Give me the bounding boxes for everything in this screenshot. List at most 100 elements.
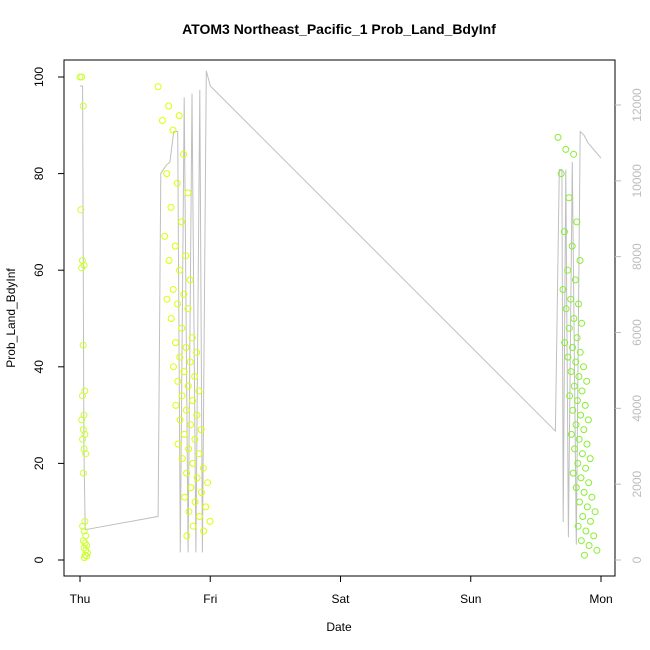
- y2-tick-label: 4000: [630, 395, 644, 422]
- data-point: [193, 348, 201, 356]
- data-point: [180, 150, 187, 158]
- data-point: [581, 401, 589, 409]
- data-point: [161, 232, 169, 240]
- data-point: [178, 218, 185, 226]
- data-point: [189, 522, 197, 530]
- data-point: [576, 348, 584, 356]
- data-point: [171, 242, 179, 250]
- data-point: [571, 445, 579, 453]
- data-point: [569, 469, 577, 477]
- data-point: [182, 344, 190, 351]
- data-point: [588, 493, 596, 501]
- data-point: [569, 344, 576, 351]
- data-point: [590, 532, 598, 540]
- data-point: [185, 445, 193, 453]
- data-point: [570, 315, 578, 322]
- y-tick-label: 0: [32, 556, 46, 563]
- data-point: [572, 358, 580, 366]
- data-point: [565, 194, 573, 202]
- data-point: [564, 266, 572, 274]
- data-point: [79, 426, 87, 434]
- data-point: [189, 397, 197, 405]
- data-point: [181, 493, 189, 501]
- data-point: [567, 368, 575, 376]
- data-point: [79, 392, 86, 400]
- data-point: [567, 430, 575, 438]
- data-point: [580, 488, 588, 496]
- data-point: [80, 527, 88, 535]
- data-point: [78, 73, 86, 81]
- data-point: [573, 334, 581, 342]
- data-point: [562, 145, 570, 153]
- y2-tick-label: 8000: [630, 243, 644, 270]
- data-point: [576, 257, 584, 264]
- y2-tick-label: 2000: [630, 470, 644, 497]
- data-point: [183, 469, 191, 477]
- data-point: [578, 387, 586, 395]
- y-axis-label: Prob_Land_BdyInf: [4, 268, 18, 368]
- y2-tick-label: 6000: [630, 319, 644, 346]
- data-point: [567, 295, 575, 303]
- data-point: [187, 421, 195, 429]
- plot-border: [63, 59, 616, 577]
- data-point: [82, 450, 90, 458]
- data-point: [174, 300, 181, 308]
- data-point: [582, 527, 590, 535]
- data-point: [83, 549, 91, 557]
- data-point: [80, 554, 88, 562]
- data-point: [172, 401, 180, 409]
- y-tick-label: 100: [32, 67, 46, 87]
- data-point: [576, 498, 583, 506]
- data-point: [173, 179, 181, 187]
- data-point: [195, 513, 203, 520]
- data-point: [186, 358, 194, 366]
- line-layer: [80, 70, 602, 553]
- data-point: [80, 261, 88, 269]
- data-point: [562, 305, 570, 313]
- data-point: [581, 551, 588, 559]
- data-point: [573, 397, 581, 405]
- data-point: [189, 459, 197, 467]
- data-point: [199, 464, 207, 472]
- data-point: [561, 339, 569, 347]
- data-point: [188, 334, 196, 342]
- data-point: [167, 315, 175, 322]
- data-point: [204, 479, 212, 487]
- data-point: [178, 392, 186, 400]
- data-point: [180, 368, 188, 376]
- data-point: [165, 102, 173, 110]
- data-point: [184, 382, 192, 390]
- data-point: [575, 373, 583, 380]
- data-point: [579, 513, 587, 520]
- x-tick-label: Fri: [203, 592, 217, 606]
- data-point: [175, 112, 183, 120]
- data-point: [178, 324, 186, 332]
- y-tick-label: 60: [32, 263, 46, 277]
- data-point: [580, 426, 588, 434]
- data-point: [582, 464, 590, 472]
- data-point: [191, 435, 199, 443]
- data-point: [193, 474, 201, 482]
- axes-layer: Thu Fri Sat Sun Mon 0 20 40 60 80 100 0 2000 4000 6000…: [32, 67, 644, 606]
- data-point: [578, 319, 586, 327]
- data-point: [79, 469, 87, 477]
- data-point: [560, 228, 568, 236]
- data-point: [577, 411, 585, 419]
- data-point: [182, 406, 190, 414]
- data-point: [571, 276, 579, 284]
- data-point: [570, 382, 578, 390]
- data-point: [165, 257, 173, 264]
- data-point: [559, 286, 567, 293]
- data-point: [564, 353, 572, 361]
- data-point: [191, 498, 199, 506]
- data-point: [78, 264, 86, 272]
- data-point: [77, 206, 85, 214]
- data-point: [587, 517, 594, 525]
- data-point: [591, 508, 599, 516]
- data-point: [565, 324, 573, 332]
- data-point: [584, 416, 592, 424]
- data-point: [172, 339, 179, 347]
- data-point: [585, 542, 593, 549]
- y-tick-label: 20: [32, 456, 46, 470]
